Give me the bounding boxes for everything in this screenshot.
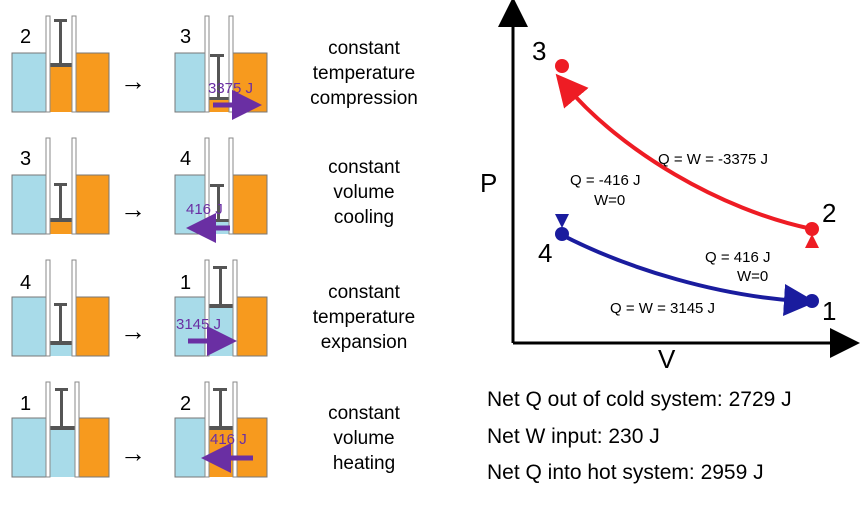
state-number: 3 xyxy=(20,148,32,170)
process-curve-4-to-1 xyxy=(561,233,816,316)
state-number: 1 xyxy=(180,272,192,294)
state-number: 1 xyxy=(20,393,32,415)
row-2-after-cylinder xyxy=(174,137,268,243)
row-1-before-cylinder xyxy=(11,15,110,113)
row-4-after-cylinder xyxy=(174,381,268,478)
row-3-after-cylinder xyxy=(174,259,268,357)
edge-label: Q = W = 3145 J xyxy=(610,300,715,317)
state-number: 3 xyxy=(180,26,192,48)
edge-label: Q = W = -3375 J xyxy=(658,151,768,168)
transition-arrow-icon: → xyxy=(120,66,146,96)
state-label-2: 2 xyxy=(822,198,836,228)
summary-line: Net Q into hot system: 2959 J xyxy=(487,461,764,484)
state-label-4: 4 xyxy=(538,238,552,268)
state-point-2 xyxy=(805,222,819,236)
p-axis-label: P xyxy=(480,168,497,198)
process-curve-2-to-3 xyxy=(555,73,813,231)
edge-label: Q = 416 J xyxy=(705,249,770,266)
process-label: constant temperature compression xyxy=(310,38,418,109)
transition-arrow-icon: → xyxy=(120,194,146,224)
heat-label: 3145 J xyxy=(176,316,222,333)
edge-label: Q = -416 J xyxy=(570,172,640,189)
summary-line: Net Q out of cold system: 2729 J xyxy=(487,388,792,411)
row-3-before-cylinder xyxy=(11,259,110,357)
process-label: constant temperature expansion xyxy=(312,282,416,353)
summary-line: Net W input: 230 J xyxy=(487,425,660,448)
state-number: 2 xyxy=(20,26,32,48)
state-label-3: 3 xyxy=(532,36,546,66)
row-2-before-cylinder xyxy=(11,137,110,235)
edge-label: W=0 xyxy=(594,192,625,209)
arrowhead-icon xyxy=(805,234,819,248)
v-axis-label: V xyxy=(658,344,676,374)
transition-arrow-icon: → xyxy=(120,438,146,468)
state-point-3 xyxy=(555,59,569,73)
piston-stages-graphic xyxy=(11,15,268,478)
state-number: 2 xyxy=(180,393,192,415)
state-point-1 xyxy=(805,294,819,308)
heat-label: 416 J xyxy=(186,201,223,218)
process-label: constant volume heating xyxy=(328,403,400,474)
row-1-after-cylinder xyxy=(174,15,268,120)
state-point-4 xyxy=(555,227,569,241)
heat-label: 416 J xyxy=(210,431,247,448)
process-label: constant volume cooling xyxy=(328,157,400,228)
state-number: 4 xyxy=(20,272,32,294)
state-label-1: 1 xyxy=(822,296,836,326)
row-4-before-cylinder xyxy=(11,381,110,478)
heat-label: 3375 J xyxy=(208,80,254,97)
pv-diagram: P V 3 2 4 1 Q = W = -3375 J Q = -416 J W… xyxy=(480,0,860,374)
edge-label: W=0 xyxy=(737,268,768,285)
transition-arrow-icon: → xyxy=(120,316,146,346)
arrowhead-icon xyxy=(555,214,569,228)
state-number: 4 xyxy=(180,148,192,170)
